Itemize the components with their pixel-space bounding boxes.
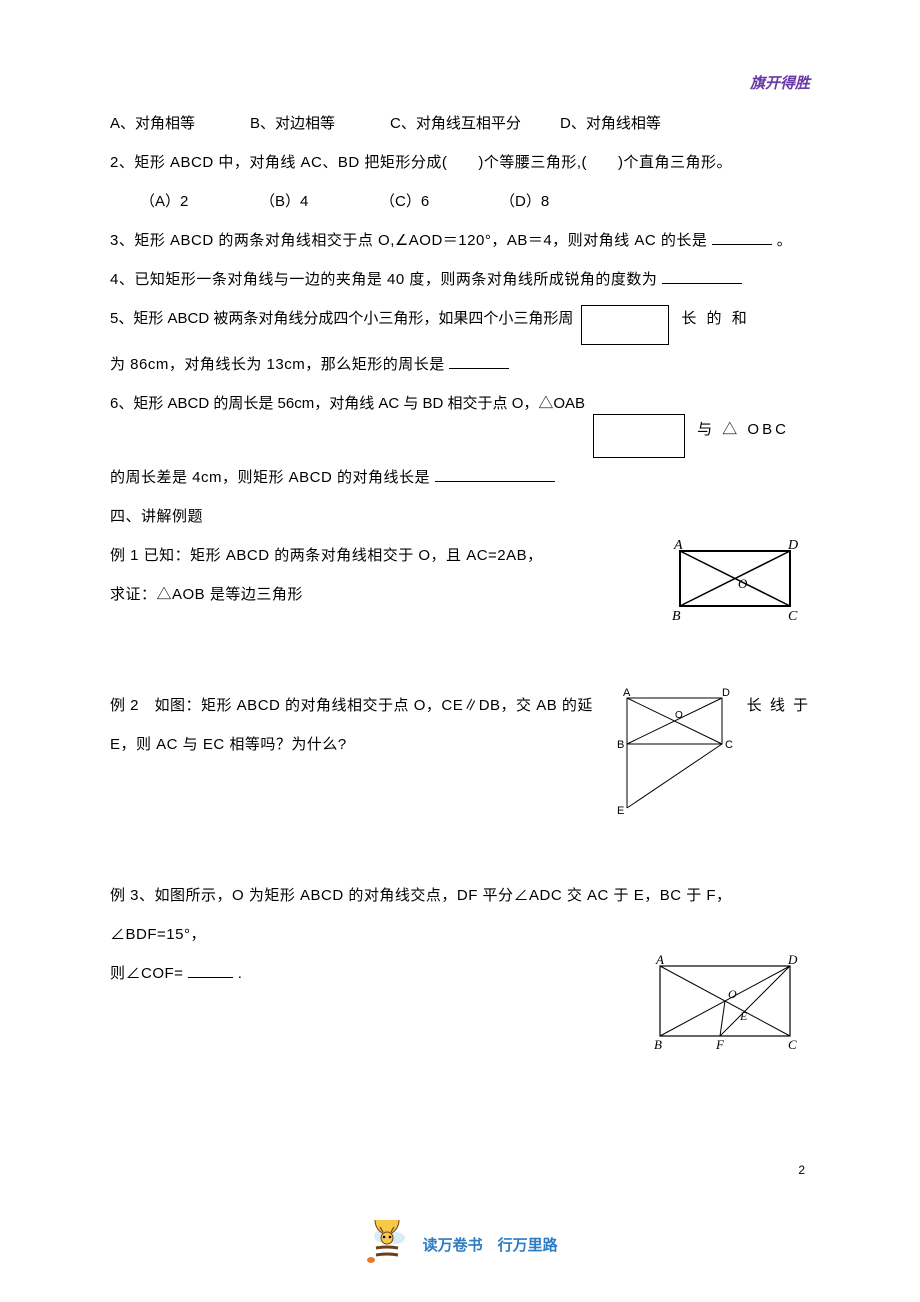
ex3-text-b: 则∠COF= — [110, 965, 183, 982]
svg-text:B: B — [672, 609, 681, 624]
svg-text:O: O — [738, 576, 748, 591]
q2-option-c: （C）6 — [380, 182, 500, 221]
ex1-line1: 例 1 已知：矩形 ABCD 的两条对角线相交于 O，且 AC=2AB， — [110, 536, 650, 575]
q4-text: 4、已知矩形一条对角线与一边的夹角是 40 度，则两条对角线所成锐角的度数为 — [110, 271, 662, 288]
svg-text:O: O — [728, 987, 737, 1001]
q6-text-right: 与 △ OBC — [689, 384, 789, 449]
q6-text-a: 6、矩形 ABCD 的周长是 56cm，对角线 AC 与 BD 相交于点 O，△… — [110, 384, 585, 423]
ex1-figure: A D B C O — [650, 536, 810, 626]
ex2-line2: E，则 AC 与 EC 相等吗？为什么? — [110, 725, 599, 764]
q3: 3、矩形 ABCD 的两条对角线相交于点 O,∠AOD＝120°，AB＝4，则对… — [110, 221, 810, 260]
ex3-line2: 则∠COF= . — [110, 954, 630, 993]
svg-text:D: D — [722, 687, 730, 699]
footer-text: 读万卷书 行万里路 — [417, 1237, 558, 1254]
svg-text:C: C — [788, 609, 798, 624]
example-3: 则∠COF= . A D B C O E F — [110, 954, 810, 1054]
q3-text: 3、矩形 ABCD 的两条对角线相交于点 O,∠AOD＝120°，AB＝4，则对… — [110, 232, 712, 249]
page-number: 2 — [798, 1163, 805, 1177]
svg-text:D: D — [787, 538, 798, 553]
svg-text:O: O — [675, 710, 683, 721]
ex3-figure: A D B C O E F — [630, 954, 810, 1054]
q6-row2: 的周长差是 4cm，则矩形 ABCD 的对角线长是 — [110, 458, 810, 497]
q1-option-a: A、对角相等 — [110, 104, 250, 143]
q5-text-a: 5、矩形 ABCD 被两条对角线分成四个小三角形，如果四个小三角形周 — [110, 299, 573, 338]
example-2: 例 2 如图：矩形 ABCD 的对角线相交于点 O，CE∥DB，交 AB 的延 … — [110, 686, 810, 826]
q3-blank — [712, 229, 772, 245]
ex2-text-right: 长 线 于 — [739, 686, 810, 725]
q2-option-b: （B）4 — [260, 182, 380, 221]
ex1-line2: 求证：△AOB 是等边三角形 — [110, 575, 650, 614]
q4-blank — [662, 268, 742, 284]
q1-option-b: B、对边相等 — [250, 104, 390, 143]
svg-text:A: A — [623, 687, 631, 699]
ex3-blank — [188, 962, 233, 978]
svg-text:D: D — [787, 954, 798, 967]
svg-text:C: C — [725, 739, 733, 751]
q6-box — [593, 414, 685, 458]
ex3-line1: 例 3、如图所示，O 为矩形 ABCD 的对角线交点，DF 平分∠ADC 交 A… — [110, 876, 810, 954]
q5-box — [581, 305, 669, 345]
q2-option-a: （A）2 — [140, 182, 260, 221]
example-1: 例 1 已知：矩形 ABCD 的两条对角线相交于 O，且 AC=2AB， 求证：… — [110, 536, 810, 626]
section-4-title: 四、讲解例题 — [110, 497, 810, 536]
svg-text:A: A — [673, 538, 683, 553]
q2-text: 2、矩形 ABCD 中，对角线 AC、BD 把矩形分成( )个等腰三角形,( )… — [110, 143, 810, 182]
q3-tail: 。 — [777, 232, 793, 249]
bee-icon — [362, 1220, 412, 1272]
q5-blank — [449, 353, 509, 369]
ex2-figure: A D B C E O — [609, 686, 739, 826]
q5-row2: 为 86cm，对角线长为 13cm，那么矩形的周长是 — [110, 345, 810, 384]
q5-row1: 5、矩形 ABCD 被两条对角线分成四个小三角形，如果四个小三角形周 长 的 和 — [110, 299, 810, 345]
q5-text-right: 长 的 和 — [673, 299, 749, 338]
header-motto: 旗开得胜 — [750, 72, 810, 93]
svg-text:E: E — [739, 1009, 748, 1023]
svg-text:A: A — [655, 954, 664, 967]
q2-options: （A）2 （B）4 （C）6 （D）8 — [110, 182, 810, 221]
q5-text-b: 为 86cm，对角线长为 13cm，那么矩形的周长是 — [110, 356, 445, 373]
ex3-tail: . — [238, 965, 243, 982]
svg-text:E: E — [617, 805, 624, 817]
svg-text:B: B — [654, 1037, 662, 1052]
q6-row1: 6、矩形 ABCD 的周长是 56cm，对角线 AC 与 BD 相交于点 O，△… — [110, 384, 810, 458]
q4: 4、已知矩形一条对角线与一边的夹角是 40 度，则两条对角线所成锐角的度数为 — [110, 260, 810, 299]
q1-option-c: C、对角线互相平分 — [390, 104, 560, 143]
q1-options: A、对角相等 B、对边相等 C、对角线互相平分 D、对角线相等 — [110, 104, 810, 143]
footer: 读万卷书 行万里路 — [0, 1220, 920, 1272]
q1-option-d: D、对角线相等 — [560, 104, 710, 143]
ex2-line1: 例 2 如图：矩形 ABCD 的对角线相交于点 O，CE∥DB，交 AB 的延 — [110, 686, 599, 725]
q6-text-b: 的周长差是 4cm，则矩形 ABCD 的对角线长是 — [110, 469, 430, 486]
q6-blank — [435, 466, 555, 482]
q2-option-d: （D）8 — [500, 182, 620, 221]
svg-text:B: B — [617, 739, 624, 751]
svg-text:F: F — [715, 1037, 725, 1052]
svg-text:C: C — [788, 1037, 797, 1052]
